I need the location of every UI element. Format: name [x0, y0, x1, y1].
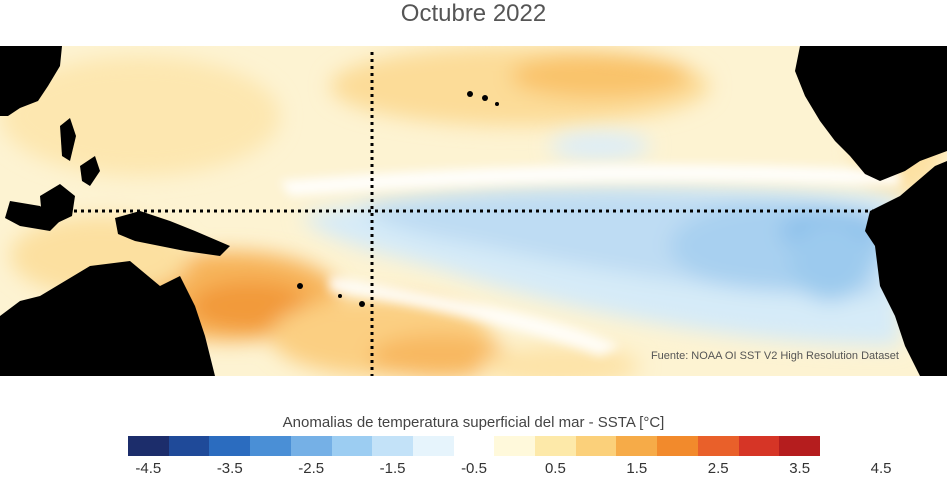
- colorbar-swatch: [738, 436, 780, 456]
- neutral-bands: [280, 164, 900, 356]
- map-canvas: [0, 46, 947, 376]
- colorbar-swatch: [331, 436, 373, 456]
- land-masses: [0, 46, 947, 376]
- australia-land: [0, 261, 215, 376]
- colorbar-title: Anomalias de temperatura superficial del…: [282, 414, 665, 431]
- colorbar-swatch: [535, 436, 576, 456]
- colorbar-swatch: [779, 436, 820, 456]
- sst-anomaly-map: [0, 46, 947, 376]
- colorbar-swatch: [697, 436, 739, 456]
- colorbar-swatch: [250, 436, 291, 456]
- colorbar-swatch: [128, 436, 169, 456]
- colorbar-swatch: [290, 436, 332, 456]
- cool-anomaly-tongue: [300, 132, 900, 346]
- colorbar-tick-label: 4.5: [870, 460, 892, 477]
- colorbar-swatch: [657, 436, 698, 456]
- colorbar-tick-label: -4.5: [135, 460, 162, 477]
- colorbar-tick-label: -3.5: [216, 460, 243, 477]
- americas-land: [795, 46, 947, 181]
- colorbar-swatch: [453, 436, 495, 456]
- colorbar-swatch: [494, 436, 536, 456]
- new-guinea-land: [115, 211, 230, 256]
- colorbar-swatch: [616, 436, 658, 456]
- data-source-credit: Fuente: NOAA OI SST V2 High Resolution D…: [650, 350, 899, 362]
- colorbar-tick-label: 3.5: [789, 460, 811, 477]
- colorbar-tick-label: -0.5: [461, 460, 487, 477]
- colorbar-tick-label: -2.5: [298, 460, 325, 477]
- colorbar-tick-label: 0.5: [544, 460, 566, 477]
- colorbar-tick-label: 1.5: [626, 460, 648, 477]
- map-title: Octubre 2022: [400, 0, 547, 27]
- warm-anomaly-zones: [0, 46, 945, 376]
- colorbar-swatch: [372, 436, 413, 456]
- colorbar-tick-label: -1.5: [379, 460, 406, 477]
- colorbar: [128, 436, 820, 456]
- asia-land: [0, 46, 62, 116]
- colorbar-swatch: [575, 436, 617, 456]
- colorbar-swatch: [209, 436, 251, 456]
- reference-lines: [60, 52, 880, 376]
- colorbar-swatch: [412, 436, 454, 456]
- colorbar-swatch: [168, 436, 210, 456]
- colorbar-tick-label: 2.5: [707, 460, 729, 477]
